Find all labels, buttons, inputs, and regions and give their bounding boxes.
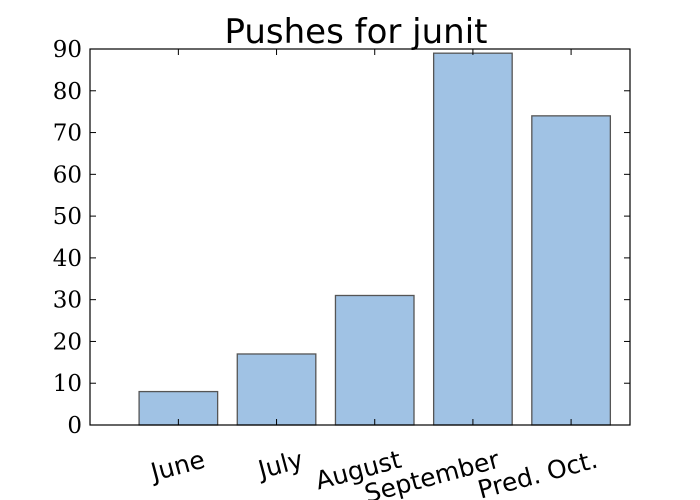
bar-4 [531,115,612,426]
y-tick-label: 10 [53,371,82,397]
y-tick-label: 0 [67,413,82,439]
x-tick-label: July [253,445,306,485]
y-tick-label: 70 [53,121,82,147]
bar-1 [236,353,317,426]
bar-3 [432,52,513,426]
y-tick-label: 90 [53,37,82,63]
plot-area-frame [89,48,631,426]
y-tick-label: 40 [53,246,82,272]
y-tick-label: 20 [53,329,82,355]
y-axis: 0 10 20 30 40 50 60 70 80 90 [53,37,630,439]
bars-group [138,52,612,426]
y-tick-label: 30 [53,288,82,314]
bar-2 [334,294,415,426]
y-tick-label: 50 [53,204,82,230]
y-tick-label: 80 [53,79,82,105]
y-tick-label: 60 [53,162,82,188]
x-tick-label: June [146,445,208,488]
chart-title: Pushes for junit [224,12,487,52]
